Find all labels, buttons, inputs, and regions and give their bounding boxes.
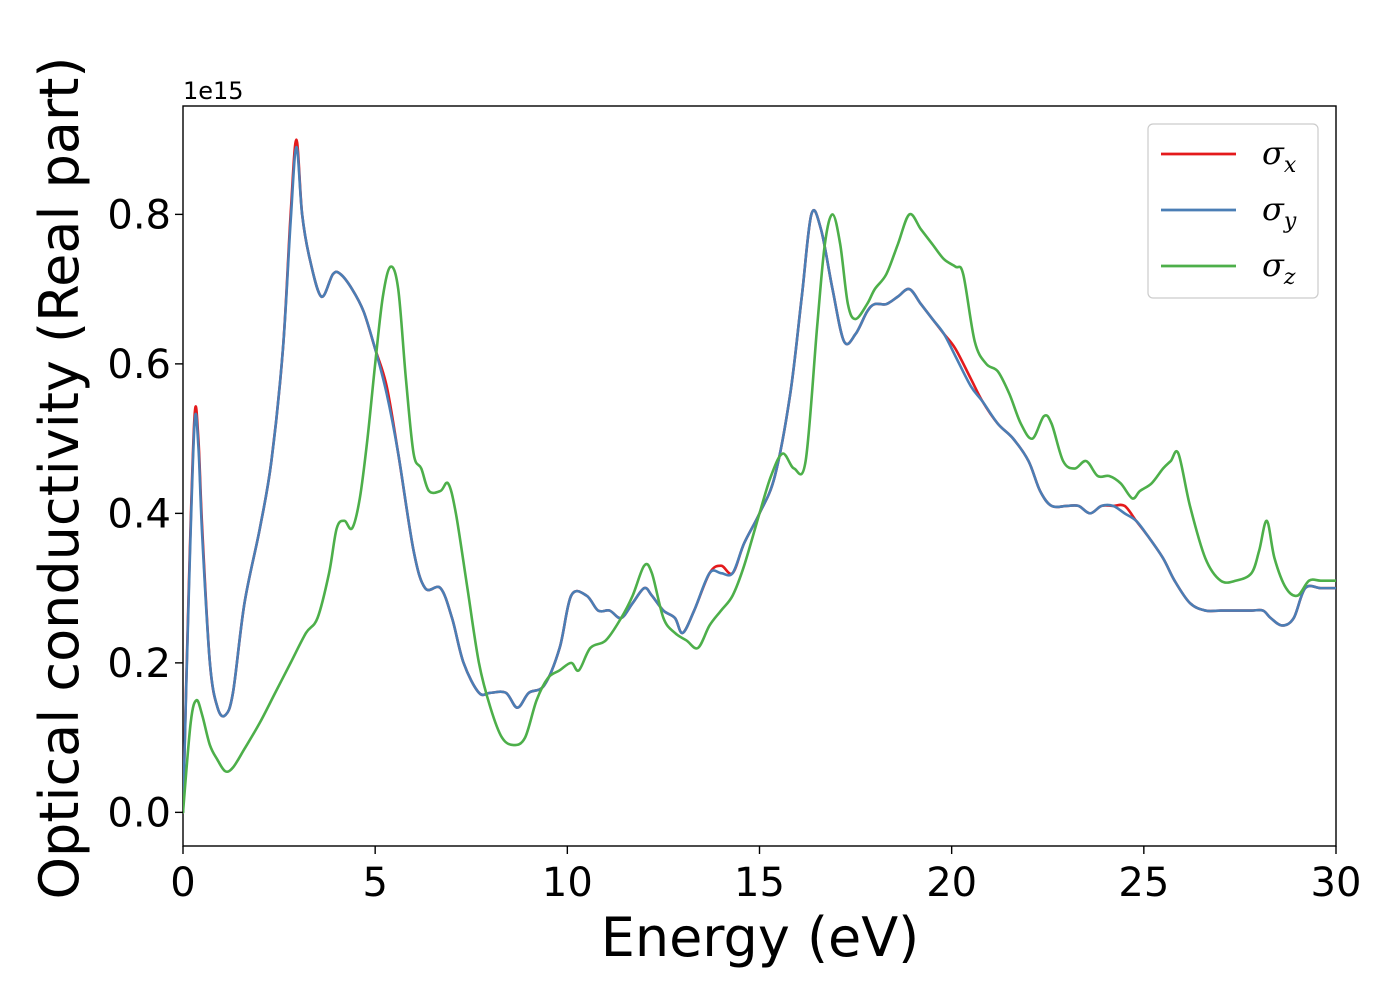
legend-label-z: σz: [1262, 246, 1296, 290]
legend-subscript: z: [1283, 265, 1296, 290]
y-axis-label: Optical conductivity (Real part): [28, 57, 91, 900]
legend-subscript: y: [1283, 209, 1297, 234]
legend-symbol: σ: [1262, 134, 1285, 172]
y-tick-label: 0.4: [107, 491, 171, 537]
legend-symbol: σ: [1262, 190, 1285, 228]
x-tick-label: 5: [362, 860, 387, 906]
y-tick-label: 0.8: [107, 192, 171, 238]
y-offset-label: 1e15: [183, 77, 244, 105]
legend-label-x: σx: [1262, 134, 1297, 178]
y-tick-label: 0.2: [107, 641, 171, 687]
legend-label-y: σy: [1262, 190, 1297, 234]
series-line-z: [183, 212, 1336, 814]
legend-symbol: σ: [1262, 246, 1285, 284]
x-tick-label: 25: [1118, 860, 1169, 906]
y-tick-label: 0.0: [107, 790, 171, 836]
legend-subscript: x: [1284, 153, 1297, 178]
x-axis-ticks: 0 5 10 15 20 25 30: [170, 846, 1361, 906]
x-tick-label: 10: [542, 860, 593, 906]
x-tick-label: 15: [734, 860, 785, 906]
x-axis-label: Energy (eV): [601, 906, 920, 969]
y-axis-ticks: 0.0 0.2 0.4 0.6 0.8: [107, 192, 183, 836]
y-tick-label: 0.6: [107, 342, 171, 388]
series-layer: [183, 138, 1336, 814]
x-tick-label: 20: [926, 860, 977, 906]
series-line-y: [183, 145, 1336, 814]
x-tick-label: 30: [1311, 860, 1362, 906]
x-tick-label: 0: [170, 860, 195, 906]
